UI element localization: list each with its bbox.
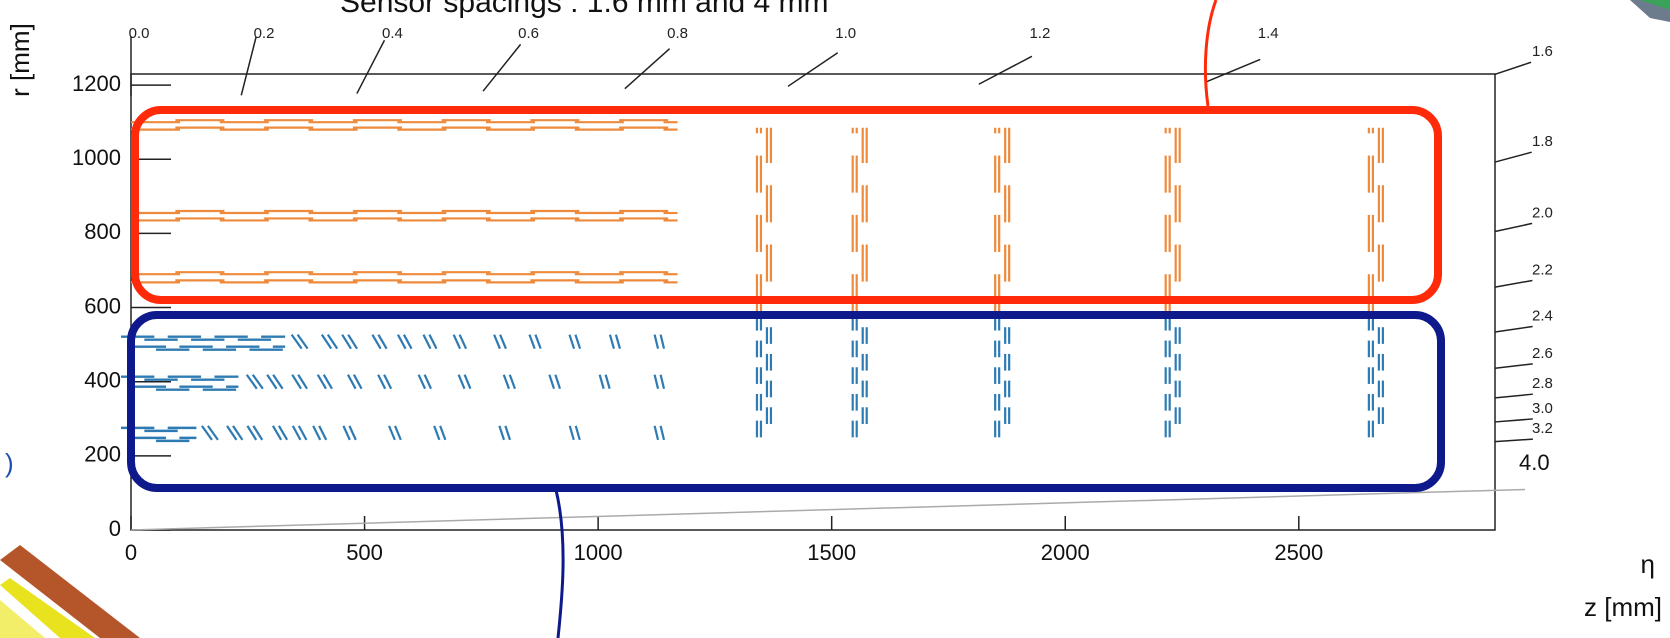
tilted-module xyxy=(434,426,439,440)
eta-tick xyxy=(1495,364,1533,368)
tilted-module xyxy=(569,335,574,349)
y-axis-label: r [mm] xyxy=(5,23,35,97)
tilted-module xyxy=(655,375,658,389)
annotation: ) xyxy=(5,448,14,478)
eta-tick-label: 0.6 xyxy=(518,25,539,42)
eta-tick xyxy=(625,49,670,89)
callout-line xyxy=(1205,0,1216,106)
eta-tick xyxy=(1495,439,1533,441)
eta-tick xyxy=(1495,223,1532,231)
tilted-module xyxy=(616,335,620,349)
y-tick-label: 600 xyxy=(84,293,121,318)
tilted-module xyxy=(499,426,504,440)
tilted-module xyxy=(655,335,658,349)
eta-tick-label: 0.8 xyxy=(667,25,688,42)
tilted-module xyxy=(606,375,610,389)
eta-tick-label: 2.2 xyxy=(1532,261,1553,278)
eta-tick-label: 2.0 xyxy=(1532,204,1553,221)
page: {"chart_data": { "type": "layout", "titl… xyxy=(0,0,1670,638)
tilted-module xyxy=(419,375,425,389)
eta-tick xyxy=(1495,152,1532,162)
eta-tick-label: 4.0 xyxy=(1519,450,1550,475)
y-tick-label: 200 xyxy=(84,442,121,467)
tilted-module xyxy=(349,426,355,440)
tilted-module xyxy=(505,426,510,440)
tilted-module xyxy=(600,375,604,389)
eta-tick-label: 1.2 xyxy=(1029,25,1050,42)
eta-tick-label: 0.0 xyxy=(129,25,150,42)
eta-tick-label: 0.2 xyxy=(254,25,275,42)
inner-tracker-box xyxy=(131,315,1441,488)
eta-tick-label: 1.6 xyxy=(1532,43,1553,60)
eta-tick-label: 2.6 xyxy=(1532,345,1553,362)
callout-line xyxy=(556,490,563,638)
eta-tick-label: 1.4 xyxy=(1258,25,1279,42)
x-tick-label: 500 xyxy=(346,540,383,565)
chart-title: Sensor spacings : 1.6 mm and 4 mm xyxy=(340,0,829,19)
eta-tick xyxy=(1495,280,1532,287)
eta-tick xyxy=(979,56,1032,84)
tilted-module xyxy=(504,375,509,389)
tilted-module xyxy=(549,375,554,389)
tilted-module xyxy=(610,335,614,349)
chart: Sensor spacings : 1.6 mm and 4 mm ) r [m… xyxy=(0,0,1670,638)
tilted-module xyxy=(454,335,460,349)
eta-tick xyxy=(1205,59,1260,82)
eta-label: η xyxy=(1641,549,1655,579)
eta-tick-label: 2.4 xyxy=(1532,307,1553,324)
x-tick-label: 0 xyxy=(125,540,137,565)
tilted-module xyxy=(661,426,664,440)
tilted-module xyxy=(465,375,471,389)
tilted-module xyxy=(535,335,540,349)
tilted-module xyxy=(460,335,466,349)
eta-tick-label: 2.8 xyxy=(1532,375,1553,392)
tilted-module xyxy=(459,375,465,389)
tilted-module xyxy=(529,335,534,349)
eta-tick-label: 3.0 xyxy=(1532,400,1553,417)
eta-tick xyxy=(241,37,256,95)
tilted-module xyxy=(343,426,349,440)
tilted-module xyxy=(494,335,500,349)
eta-tick-label: 3.2 xyxy=(1532,420,1553,437)
eta-line xyxy=(131,489,1525,530)
y-tick-label: 800 xyxy=(84,219,121,244)
eta-tick xyxy=(1495,326,1533,331)
eta-tick xyxy=(483,44,521,91)
eta-tick-label: 0.4 xyxy=(382,25,403,42)
tilted-module xyxy=(570,426,574,440)
eta-tick xyxy=(1495,419,1533,422)
tilted-module xyxy=(575,335,580,349)
tilted-module xyxy=(661,335,664,349)
tilted-module xyxy=(500,335,506,349)
y-tick-label: 0 xyxy=(109,516,121,541)
tilted-module xyxy=(576,426,580,440)
tilted-module xyxy=(389,426,395,440)
eta-tick-label: 1.8 xyxy=(1532,133,1553,150)
y-tick-label: 1200 xyxy=(72,71,121,96)
tilted-module xyxy=(440,426,445,440)
tilted-module xyxy=(510,375,515,389)
eta-tick-label: 1.0 xyxy=(835,25,856,42)
x-tick-label: 1500 xyxy=(807,540,856,565)
outer-tracker-box xyxy=(135,110,1438,300)
plot-area: 0 500 1000 1500 2000 2500 0 200 400 600 800 1000 120… xyxy=(72,25,1553,565)
y-tick-label: 1000 xyxy=(72,145,121,170)
y-tick-label: 400 xyxy=(84,368,121,393)
x-tick-label: 2000 xyxy=(1041,540,1090,565)
tilted-module xyxy=(395,426,401,440)
tilted-module xyxy=(661,375,664,389)
eta-tick xyxy=(788,53,838,87)
x-axis-label: z [mm] xyxy=(1584,592,1662,622)
eta-tick xyxy=(357,40,385,93)
x-tick-label: 1000 xyxy=(574,540,623,565)
eta-tick xyxy=(1495,62,1531,74)
eta-tick xyxy=(1495,394,1533,398)
x-tick-label: 2500 xyxy=(1274,540,1323,565)
tilted-module xyxy=(555,375,560,389)
tilted-module xyxy=(425,375,431,389)
tilted-module xyxy=(655,426,658,440)
